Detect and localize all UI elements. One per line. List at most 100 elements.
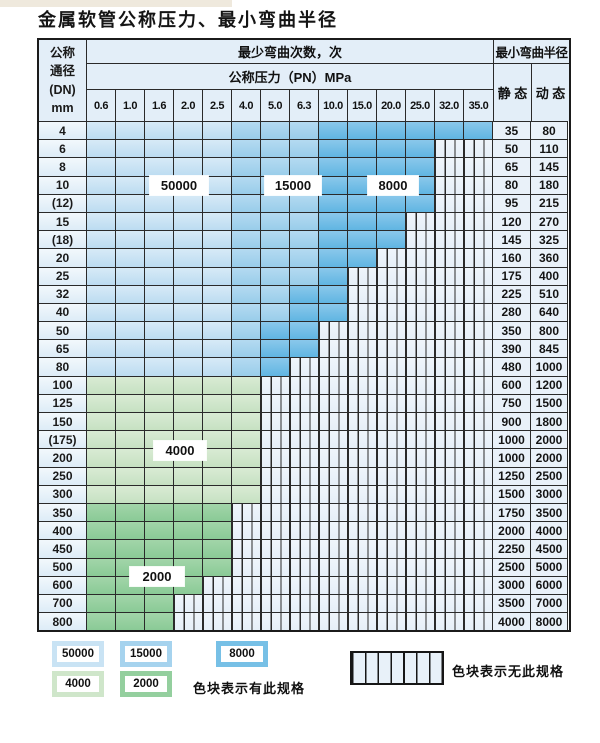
- no-spec-cell: [435, 557, 464, 576]
- no-spec-cell: [319, 539, 348, 558]
- dynamic-radius-value: 510: [531, 284, 568, 303]
- dynamic-radius-value: 1800: [531, 412, 568, 431]
- table-row: 15 120 270: [39, 211, 569, 231]
- no-spec-cell: [377, 557, 406, 576]
- no-spec-cell: [464, 593, 493, 613]
- no-spec-cell: [261, 393, 290, 412]
- spec-cell: [232, 157, 261, 176]
- no-spec-cell: [377, 430, 406, 449]
- dn-value: 4: [39, 121, 87, 140]
- pressure-value: 2.0: [174, 90, 203, 121]
- no-spec-cell: [319, 357, 348, 376]
- spec-cell: [116, 175, 145, 194]
- no-spec-cell: [290, 557, 319, 576]
- no-spec-cell: [348, 412, 377, 431]
- no-spec-cell: [435, 302, 464, 322]
- spec-cell: [87, 393, 116, 412]
- legend-no-spec-swatch: [350, 651, 444, 685]
- cycle-count-label: 8000: [368, 176, 418, 195]
- table-row: 800 4000 8000: [39, 612, 569, 631]
- table-row: 40 280 640: [39, 302, 569, 322]
- no-spec-cell: [435, 375, 464, 394]
- spec-cell: [174, 393, 203, 412]
- no-spec-cell: [464, 502, 493, 522]
- spec-cell: [203, 248, 232, 267]
- no-spec-cell: [348, 393, 377, 412]
- spec-cell: [319, 193, 348, 212]
- page-title: 金属软管公称压力、最小弯曲半径: [38, 10, 338, 31]
- pressure-value: 25.0: [406, 90, 435, 121]
- dn-value: 400: [39, 521, 87, 540]
- spec-cell: [116, 339, 145, 358]
- no-spec-cell: [290, 484, 319, 503]
- legend-no-spec-text: 色块表示无此规格: [452, 664, 565, 679]
- spec-cell: [203, 211, 232, 231]
- no-spec-cell: [377, 302, 406, 322]
- no-spec-cell: [406, 575, 435, 594]
- spec-cell: [174, 139, 203, 158]
- static-radius-value: 1000: [493, 448, 531, 467]
- dynamic-radius-value: 3000: [531, 484, 568, 503]
- no-spec-cell: [464, 193, 493, 212]
- spec-cell: [116, 430, 145, 449]
- pressure-value: 4.0: [232, 90, 261, 121]
- table-row: (175) 1000 2000: [39, 430, 569, 449]
- no-spec-cell: [464, 484, 493, 503]
- dn-value: 125: [39, 393, 87, 412]
- spec-cell: [319, 284, 348, 303]
- spec-cell: [87, 557, 116, 576]
- spec-cell: [203, 430, 232, 449]
- spec-cell: [116, 448, 145, 467]
- spec-cell: [319, 266, 348, 285]
- spec-cell: [319, 211, 348, 231]
- no-spec-cell: [464, 266, 493, 285]
- static-radius-value: 350: [493, 321, 531, 340]
- pressure-value: 5.0: [261, 90, 290, 121]
- no-spec-cell: [464, 412, 493, 431]
- no-spec-cell: [348, 448, 377, 467]
- cycle-count-label: 2000: [130, 567, 184, 586]
- spec-cell: [261, 230, 290, 249]
- spec-cell: [232, 175, 261, 194]
- no-spec-cell: [377, 321, 406, 340]
- spec-cell: [174, 302, 203, 322]
- no-spec-cell: [464, 211, 493, 231]
- no-spec-cell: [319, 502, 348, 522]
- pressure-value: 15.0: [348, 90, 377, 121]
- table-row: 100 600 1200: [39, 375, 569, 394]
- dn-value: 80: [39, 357, 87, 376]
- spec-cell: [232, 448, 261, 467]
- spec-cell: [116, 284, 145, 303]
- no-spec-cell: [406, 502, 435, 522]
- spec-cell: [232, 266, 261, 285]
- no-spec-cell: [319, 484, 348, 503]
- no-spec-cell: [319, 375, 348, 394]
- no-spec-cell: [377, 593, 406, 613]
- no-spec-cell: [348, 357, 377, 376]
- cycle-count-label: 50000: [150, 176, 208, 195]
- no-spec-cell: [464, 302, 493, 322]
- spec-cell: [87, 266, 116, 285]
- no-spec-cell: [319, 321, 348, 340]
- spec-cell: [174, 539, 203, 558]
- bend-cycles-header: 最少弯曲次数，次: [87, 40, 493, 64]
- no-spec-cell: [261, 484, 290, 503]
- spec-cell: [116, 502, 145, 522]
- dn-value: 65: [39, 339, 87, 358]
- spec-cell: [232, 393, 261, 412]
- spec-cell: [406, 193, 435, 212]
- legend-swatch-4000: 4000: [52, 671, 104, 697]
- spec-cell: [290, 139, 319, 158]
- pressure-value: 1.6: [145, 90, 174, 121]
- spec-cell: [348, 121, 377, 140]
- dynamic-column-header: 动 态: [532, 64, 569, 121]
- no-spec-cell: [261, 612, 290, 631]
- spec-cell: [203, 139, 232, 158]
- table-row: 300 1500 3000: [39, 484, 569, 503]
- static-radius-value: 480: [493, 357, 531, 376]
- spec-cell: [174, 157, 203, 176]
- no-spec-cell: [174, 593, 203, 613]
- dn-value: 450: [39, 539, 87, 558]
- table-row: 20 160 360: [39, 248, 569, 267]
- static-radius-value: 1000: [493, 430, 531, 449]
